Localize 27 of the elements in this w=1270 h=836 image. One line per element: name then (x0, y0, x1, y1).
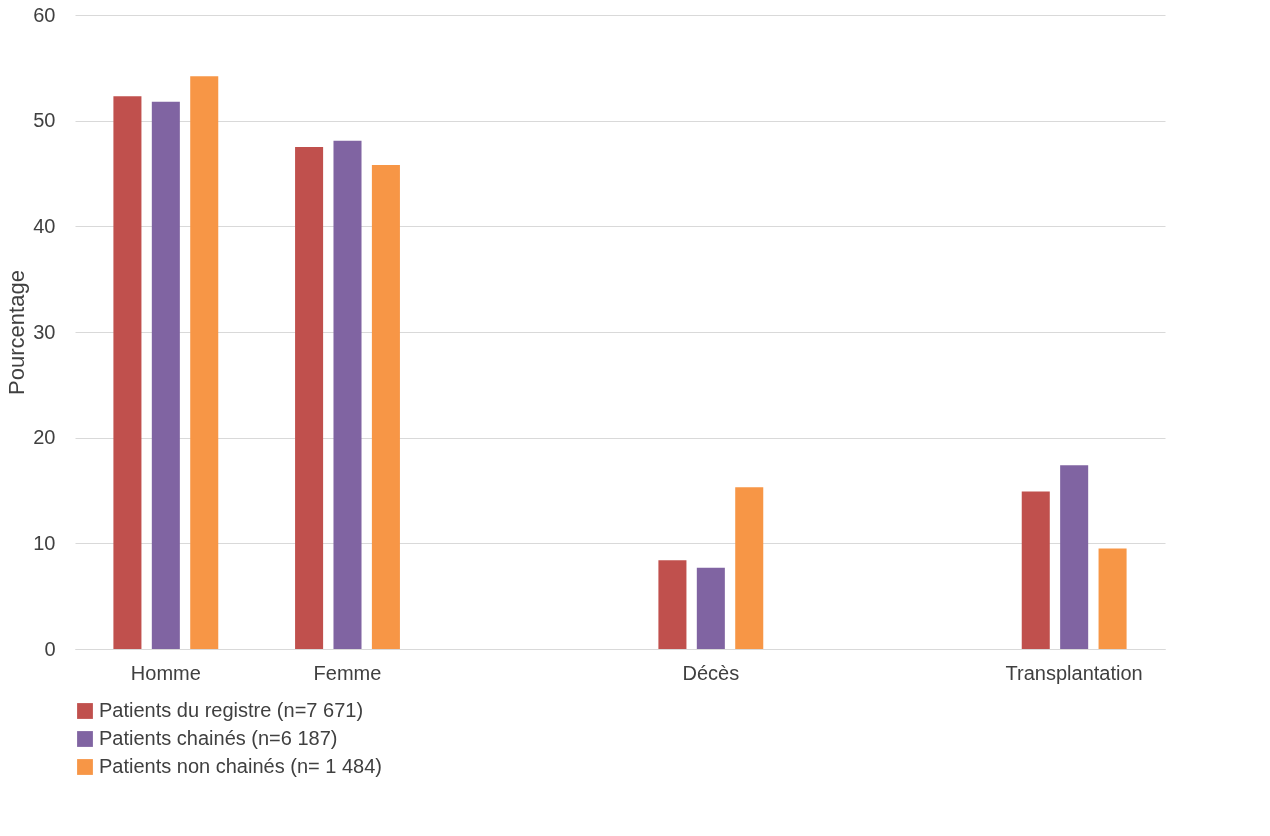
legend-label: Patients du registre (n=7 671) (99, 699, 364, 721)
y-tick-label: 40 (33, 214, 56, 237)
y-tick-label: 60 (33, 3, 56, 26)
bar (696, 567, 725, 649)
legend-label: Patients non chainés (n= 1 484) (99, 755, 382, 777)
y-tick-label: 20 (33, 426, 56, 449)
bar (333, 140, 362, 649)
y-tick-label: 50 (33, 109, 56, 132)
legend-label: Patients chainés (n=6 187) (99, 727, 338, 749)
y-tick-label: 30 (33, 320, 56, 343)
bar (658, 560, 687, 649)
bar (113, 96, 142, 649)
x-tick-label: Décès (682, 661, 740, 684)
bar (1021, 491, 1050, 649)
bar (735, 487, 764, 649)
y-axis-title: Pourcentage (4, 270, 30, 395)
y-tick-label: 10 (33, 531, 56, 554)
bar (371, 165, 400, 649)
y-tick-label: 0 (44, 637, 56, 660)
bar (295, 147, 324, 649)
bar (1098, 548, 1127, 649)
x-tick-label: Transplantation (1005, 661, 1143, 684)
x-tick-label: Femme (313, 661, 382, 684)
bar (151, 101, 180, 649)
bar (190, 76, 219, 649)
bar (1060, 465, 1089, 649)
x-tick-label: Homme (130, 661, 201, 684)
